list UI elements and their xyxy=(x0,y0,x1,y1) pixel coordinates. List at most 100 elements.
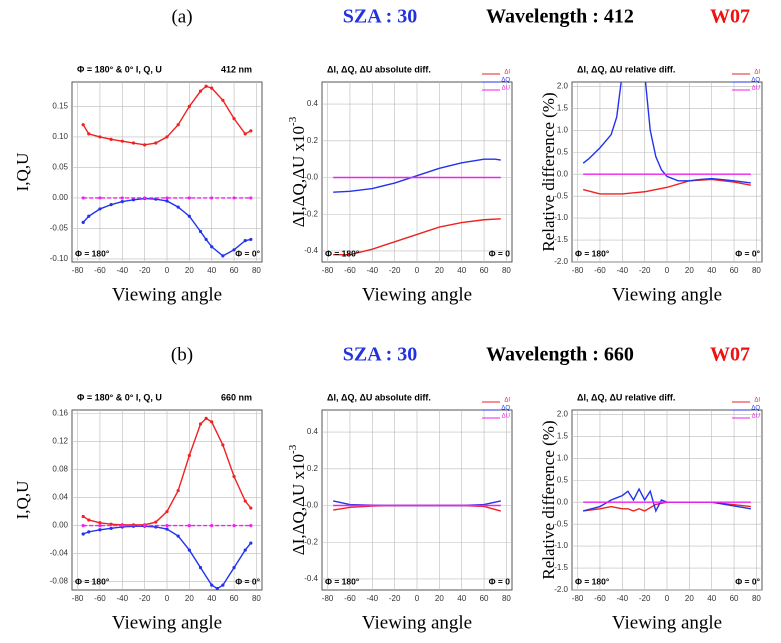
chart-title: ΔI, ΔQ, ΔU absolute diff. xyxy=(327,64,431,74)
y-tick-label: -0.4 xyxy=(304,246,318,255)
x-tick-label: 60 xyxy=(480,266,489,275)
x-tick-label: -40 xyxy=(367,594,379,603)
wavelength-label: Wavelength : 412 xyxy=(486,6,634,28)
legend-label: ΔQ xyxy=(501,78,510,84)
y-tick-label: 0.10 xyxy=(52,132,68,141)
x-tick-label: -40 xyxy=(367,266,379,275)
x-tick-label: -60 xyxy=(94,594,106,603)
x-tick-label: 0 xyxy=(415,594,420,603)
sza-label: SZA : 30 xyxy=(343,344,417,366)
point xyxy=(81,220,85,224)
x-tick-label: 0 xyxy=(165,266,170,275)
x-tick-label: 40 xyxy=(457,266,466,275)
x-tick-label: 80 xyxy=(752,266,761,275)
chart-title-right: 660 nm xyxy=(221,392,252,402)
point xyxy=(198,229,203,234)
y-tick-label: -0.0 xyxy=(304,173,318,182)
chart-title: ΔI, ΔQ, ΔU absolute diff. xyxy=(327,392,431,402)
chart-title: Φ = 180° & 0° I, Q, U xyxy=(77,392,162,402)
legend-label: ΔI xyxy=(504,70,510,76)
point xyxy=(243,239,247,243)
point xyxy=(98,523,102,528)
point xyxy=(221,443,225,447)
wavelength-label: Wavelength : 660 xyxy=(486,344,634,366)
y-tick-label: -0.5 xyxy=(554,519,568,528)
x-tick-label: -60 xyxy=(344,266,356,275)
point xyxy=(249,129,253,133)
x-tick-label: 0 xyxy=(165,594,170,603)
point xyxy=(187,214,191,218)
y-axis-label-text: I,Q,U xyxy=(13,481,32,520)
point xyxy=(210,523,214,528)
point xyxy=(87,132,91,136)
y-axis-label: Relative difference (%) xyxy=(539,92,558,251)
y-tick-label: -0.2 xyxy=(304,209,318,218)
series-line xyxy=(82,85,252,146)
y-tick-label: -1.0 xyxy=(554,213,568,222)
x-tick-label: -20 xyxy=(139,266,151,275)
y-tick-label: 0.04 xyxy=(52,493,68,502)
point xyxy=(87,214,91,218)
point xyxy=(243,548,247,552)
y-axis-label-text: Relative difference (%) xyxy=(539,420,558,579)
x-tick-label: -80 xyxy=(322,594,334,603)
point xyxy=(81,123,85,127)
x-tick-label: 0 xyxy=(665,594,670,603)
point xyxy=(98,135,102,139)
x-tick-label: -60 xyxy=(594,594,606,603)
point xyxy=(232,565,236,570)
y-tick-label: -2.0 xyxy=(554,585,568,594)
point xyxy=(198,89,203,93)
annotation: Φ = 0 xyxy=(489,576,511,586)
legend-label: ΔU xyxy=(502,414,510,420)
x-tick-label: 40 xyxy=(457,594,466,603)
x-axis-label: Viewing angle xyxy=(612,612,722,633)
point xyxy=(210,86,214,90)
point xyxy=(81,196,85,200)
point xyxy=(81,532,85,536)
point xyxy=(154,520,158,524)
point xyxy=(187,548,191,552)
annotation: Φ = 180° xyxy=(575,248,610,258)
point xyxy=(232,523,236,528)
x-tick-label: 60 xyxy=(730,266,739,275)
y-tick-label: 0.00 xyxy=(52,521,68,530)
point xyxy=(143,196,147,200)
y-tick-label: 2.0 xyxy=(557,81,569,90)
point xyxy=(154,141,158,145)
x-tick-label: 20 xyxy=(435,594,444,603)
point xyxy=(210,245,214,249)
y-tick-label: 0.4 xyxy=(307,427,319,436)
point xyxy=(187,453,191,458)
annotation: Φ = 180° xyxy=(325,576,360,586)
x-tick-label: -80 xyxy=(322,266,334,275)
y-tick-label: 0.12 xyxy=(52,437,68,446)
point xyxy=(109,203,113,207)
point xyxy=(249,237,253,242)
point xyxy=(176,488,180,493)
point xyxy=(131,141,136,145)
point xyxy=(249,541,253,545)
y-axis-label-text: I,Q,U xyxy=(13,153,32,192)
y-tick-label: 0.05 xyxy=(52,163,68,172)
point xyxy=(120,139,124,143)
x-axis-label: Viewing angle xyxy=(112,284,222,305)
y-tick-label: 0.16 xyxy=(52,409,68,418)
y-axis-label: Relative difference (%) xyxy=(539,420,558,579)
y-tick-label: -1.5 xyxy=(554,235,568,244)
point xyxy=(243,499,247,503)
point xyxy=(109,137,113,141)
annotation: Φ = 0° xyxy=(735,248,760,258)
x-tick-label: 60 xyxy=(480,594,489,603)
point xyxy=(131,198,136,202)
y-axis-label: I,Q,U xyxy=(13,481,32,520)
series-line xyxy=(82,525,252,590)
point xyxy=(210,196,214,200)
point xyxy=(165,199,169,203)
y-tick-label: 0.15 xyxy=(52,102,68,111)
chart-title: ΔI, ΔQ, ΔU relative diff. xyxy=(577,64,675,74)
point xyxy=(204,237,208,242)
x-tick-label: 80 xyxy=(252,266,261,275)
y-tick-label: -0.10 xyxy=(50,254,69,263)
